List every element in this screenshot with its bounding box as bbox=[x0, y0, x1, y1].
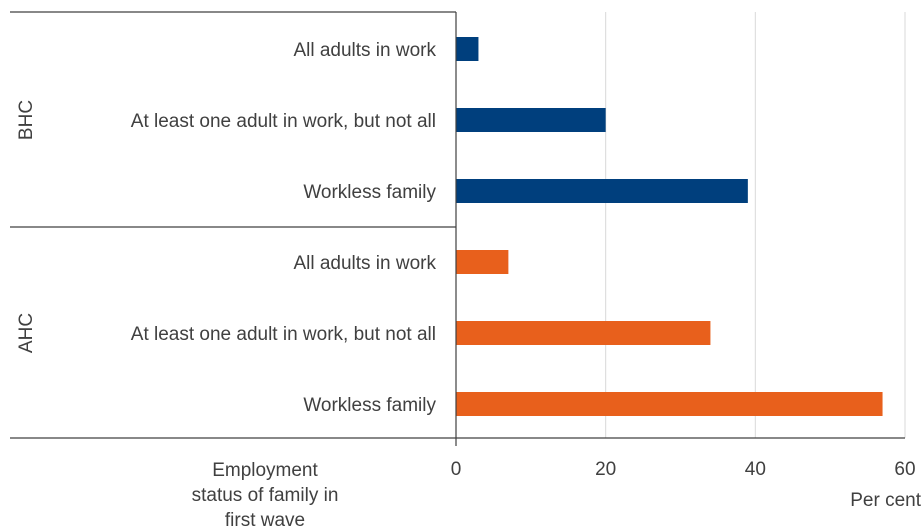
axes: 0 20 40 60 bbox=[10, 11, 916, 480]
x-tick-label: 20 bbox=[595, 459, 616, 480]
category-label: Workless family bbox=[303, 395, 436, 416]
y-axis-title-line-3: first wave bbox=[225, 510, 305, 531]
bar bbox=[456, 392, 883, 416]
bar bbox=[456, 108, 606, 132]
bar bbox=[456, 37, 479, 61]
x-axis-title: Per cent bbox=[850, 490, 921, 511]
bar bbox=[456, 250, 509, 274]
category-label: At least one adult in work, but not all bbox=[131, 111, 436, 132]
category-labels: All adults in work At least one adult in … bbox=[16, 40, 436, 416]
group-label: BHC bbox=[16, 100, 37, 140]
category-label: Workless family bbox=[303, 182, 436, 203]
x-tick-label: 60 bbox=[894, 459, 915, 480]
category-label: All adults in work bbox=[293, 253, 436, 274]
group-label: AHC bbox=[16, 313, 37, 353]
y-axis-title-line-2: status of family in bbox=[192, 485, 339, 506]
bar bbox=[456, 179, 748, 203]
y-axis-title-line-1: Employment bbox=[212, 460, 318, 481]
x-tick-label: 0 bbox=[451, 459, 462, 480]
category-label: At least one adult in work, but not all bbox=[131, 324, 436, 345]
bar bbox=[456, 321, 711, 345]
x-tick-label: 40 bbox=[745, 459, 766, 480]
gridlines bbox=[605, 12, 906, 438]
bars bbox=[456, 37, 883, 416]
category-label: All adults in work bbox=[293, 40, 436, 61]
